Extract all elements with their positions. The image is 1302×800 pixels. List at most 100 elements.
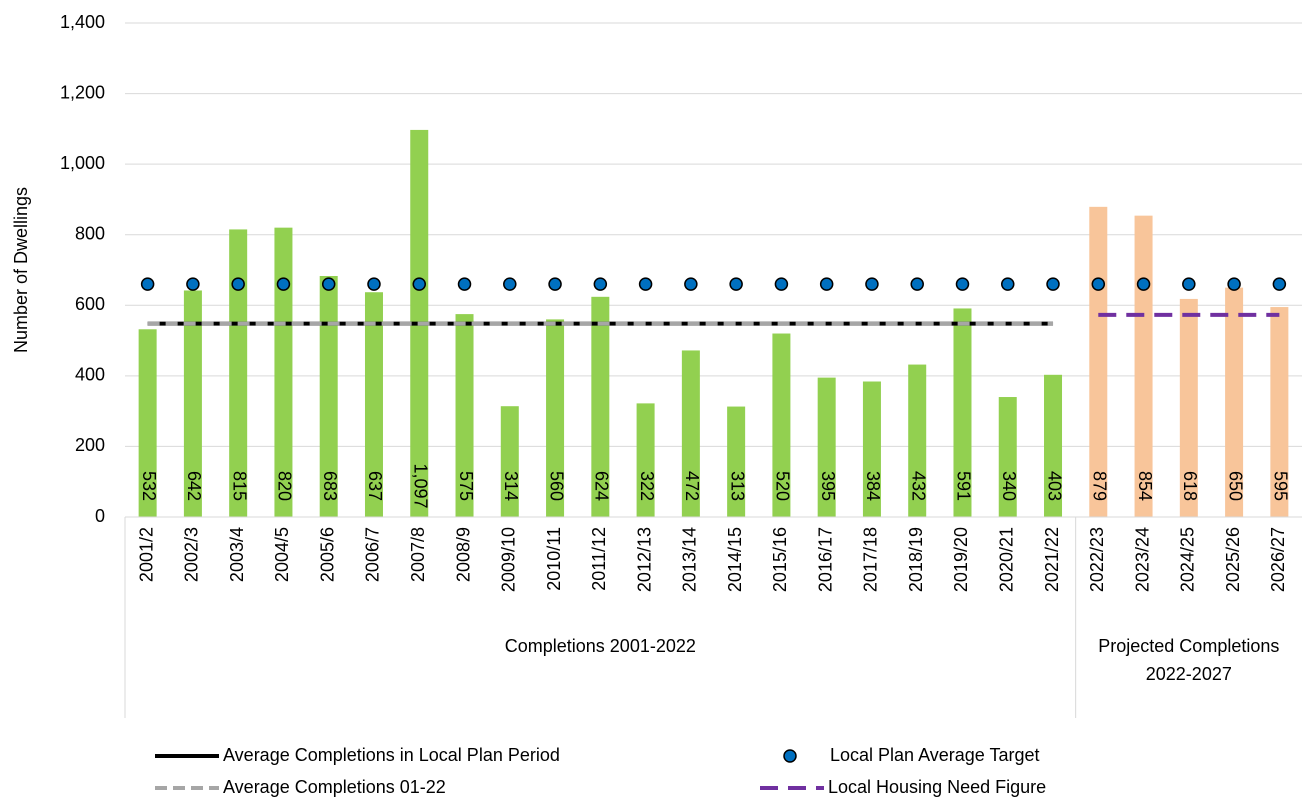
target-marker	[865, 277, 879, 291]
data-label: 595	[1271, 471, 1291, 501]
bar	[862, 381, 881, 517]
y-tick-label: 400	[75, 365, 105, 385]
data-label: 815	[229, 471, 249, 501]
target-marker	[412, 277, 426, 291]
x-tick-label: 2022/23	[1087, 527, 1107, 592]
bar	[229, 229, 248, 517]
data-label: 642	[184, 471, 204, 501]
target-marker	[321, 277, 336, 291]
bar	[772, 333, 791, 517]
target-marker	[1182, 277, 1196, 291]
bar	[727, 406, 746, 517]
target-marker	[819, 277, 834, 291]
bar	[817, 377, 836, 517]
data-label: 854	[1135, 471, 1155, 501]
y-tick-label: 1,000	[60, 153, 105, 173]
x-tick-label: 2009/10	[499, 527, 519, 592]
target-marker	[548, 277, 562, 291]
x-tick-label: 2001/2	[136, 527, 156, 582]
y-axis-label: Number of Dwellings	[11, 187, 31, 353]
data-label: 879	[1090, 471, 1110, 501]
x-tick-label: 2010/11	[544, 527, 564, 591]
x-tick-label: 2023/24	[1132, 527, 1152, 592]
data-label: 1,097	[411, 463, 431, 508]
bar	[138, 329, 157, 517]
x-tick-label: 2006/7	[363, 527, 383, 582]
x-tick-label: 2014/15	[725, 527, 745, 592]
group-label-box: Projected Completions 2022-2027	[1098, 636, 1280, 684]
x-tick-label: 2025/26	[1223, 527, 1243, 592]
target-marker	[231, 277, 245, 291]
target-marker	[593, 277, 608, 291]
bar	[908, 364, 927, 517]
data-label: 624	[592, 471, 612, 501]
x-tick-label: 2021/22	[1042, 527, 1062, 592]
bar	[591, 296, 610, 517]
x-tick-label: 2005/6	[317, 527, 337, 582]
data-label: 520	[773, 471, 793, 501]
target-marker	[140, 277, 155, 291]
data-label: 322	[637, 471, 657, 501]
bar	[681, 350, 700, 517]
target-marker	[1272, 277, 1287, 291]
data-label: 591	[954, 471, 974, 501]
target-marker	[457, 277, 472, 291]
target-marker	[910, 277, 924, 291]
bar	[455, 314, 474, 517]
x-tick-label: 2008/9	[453, 527, 473, 582]
bar	[364, 292, 383, 517]
target-marker	[367, 277, 381, 291]
target-marker	[955, 277, 970, 291]
bar	[274, 227, 293, 517]
data-label: 314	[501, 471, 521, 501]
y-tick-label: 200	[75, 435, 105, 455]
data-label: 820	[275, 471, 295, 501]
target-marker	[638, 277, 653, 291]
target-marker	[503, 277, 517, 291]
bar	[546, 319, 565, 517]
data-label: 313	[727, 471, 747, 501]
bar	[1225, 287, 1244, 517]
target-marker	[276, 277, 291, 291]
x-tick-label: 2013/14	[680, 527, 700, 592]
data-label: 560	[546, 471, 566, 501]
target-marker	[186, 277, 200, 291]
y-tick-label: 1,200	[60, 82, 105, 102]
y-tick-label: 1,400	[60, 12, 105, 32]
data-label: 432	[908, 471, 928, 501]
x-tick-label: 2002/3	[182, 527, 202, 582]
legend-label: Average Completions in Local Plan Period	[223, 745, 560, 765]
bar	[1270, 307, 1289, 517]
x-tick-label: 2018/19	[906, 527, 926, 592]
x-tick-label: 2003/4	[227, 527, 247, 582]
x-tick-label: 2011/12	[589, 527, 609, 591]
x-tick-label: 2016/17	[815, 527, 835, 592]
data-label: 395	[818, 471, 838, 501]
y-tick-label: 800	[75, 223, 105, 243]
data-label: 472	[682, 471, 702, 501]
target-marker	[684, 277, 698, 291]
bar	[998, 397, 1017, 517]
x-tick-label: 2012/13	[634, 527, 654, 592]
x-tick-label: 2024/25	[1178, 527, 1198, 592]
data-label: 650	[1225, 471, 1245, 501]
bar	[1179, 298, 1198, 517]
target-marker	[774, 277, 789, 291]
x-tick-label: 2026/27	[1268, 527, 1288, 592]
target-marker	[1001, 277, 1015, 291]
data-label: 340	[999, 471, 1019, 501]
data-label: 403	[1044, 471, 1064, 501]
y-tick-label: 0	[95, 506, 105, 526]
x-tick-label: 2004/5	[272, 527, 292, 582]
target-marker	[1136, 277, 1151, 291]
target-marker	[1227, 277, 1241, 291]
data-label: 683	[320, 471, 340, 501]
group-label: Projected Completions 2022-2027	[1098, 636, 1280, 684]
bar	[319, 275, 338, 517]
legend-marker	[783, 749, 797, 763]
bar	[636, 403, 655, 517]
legend-label: Average Completions 01-22	[223, 777, 446, 797]
group-label: Completions 2001-2022	[504, 636, 696, 656]
data-label: 618	[1180, 471, 1200, 501]
